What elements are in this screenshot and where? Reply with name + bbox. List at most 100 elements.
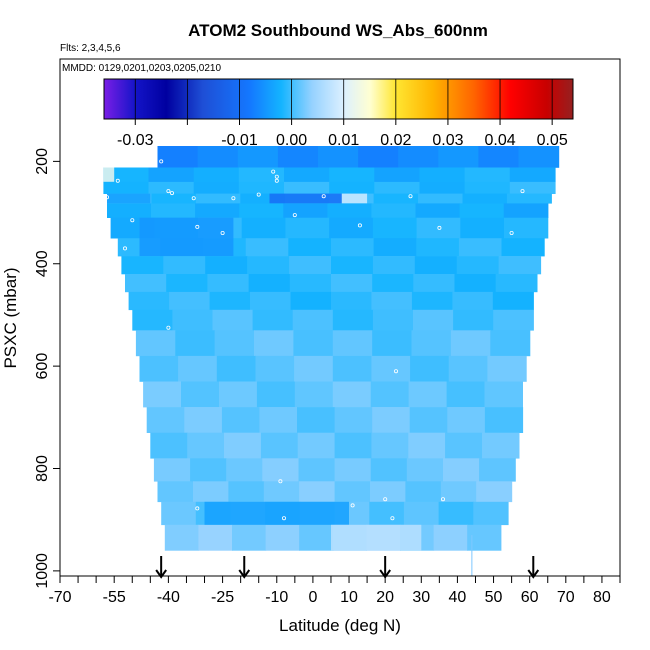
heatmap-cell xyxy=(332,355,373,382)
heatmap-cell xyxy=(297,432,336,459)
heatmap-cell xyxy=(372,407,411,433)
heatmap-cell xyxy=(334,407,373,433)
heatmap-cell xyxy=(228,481,265,503)
heatmap-cell xyxy=(299,524,334,551)
heatmap-cell xyxy=(411,291,453,311)
heatmap-cell xyxy=(370,381,410,408)
heatmap-cell xyxy=(493,309,534,331)
heatmap-cell xyxy=(370,481,406,503)
x-tick-label: -40 xyxy=(157,589,180,606)
heatmap-cell xyxy=(410,355,450,382)
heatmap-cell xyxy=(440,481,477,503)
heatmap-cell xyxy=(329,167,375,183)
heatmap-cell xyxy=(504,217,549,239)
heatmap-cell xyxy=(506,193,552,204)
heatmap-cell xyxy=(403,501,440,526)
heatmap-cell xyxy=(370,458,408,482)
heatmap-cell xyxy=(484,407,524,433)
heatmap-cell xyxy=(166,274,208,293)
heatmap-feature xyxy=(269,193,342,204)
heatmap-cell xyxy=(289,256,332,275)
heatmap-cell xyxy=(190,458,227,482)
heatmap-cell xyxy=(260,432,299,459)
heatmap-cell xyxy=(462,193,508,204)
heatmap-cell xyxy=(193,167,240,183)
x-tick-label: -55 xyxy=(103,589,126,606)
heatmap-cell xyxy=(478,146,520,168)
heatmap-cell xyxy=(209,291,251,311)
heatmap-cell xyxy=(372,309,414,331)
heatmap-cell xyxy=(409,407,448,433)
heatmap-cell xyxy=(288,238,332,257)
heatmap-cell xyxy=(157,146,199,168)
heatmap-cell xyxy=(294,381,334,408)
heatmap-cell xyxy=(372,256,416,275)
colorbar-tick-label: 0.02 xyxy=(380,132,411,149)
heatmap-cell xyxy=(161,501,197,526)
heatmap-cell xyxy=(476,481,513,503)
heatmap-cell xyxy=(238,181,285,194)
heatmap-cell xyxy=(458,238,503,257)
sample-point xyxy=(166,325,171,330)
heatmap-cell xyxy=(284,181,330,194)
heatmap-cell xyxy=(252,309,294,331)
colorbar-tick-label: -0.01 xyxy=(221,132,258,149)
x-axis: -70 -55 -40 -25 -10 0 10 20 30 40 50 60 70 80 xyxy=(48,576,621,606)
heatmap-cell xyxy=(187,432,225,459)
heatmap-cell xyxy=(277,146,319,168)
heatmap-cell xyxy=(285,217,330,239)
heatmap-cell xyxy=(358,146,399,168)
heatmap-cell xyxy=(498,256,542,275)
heatmap-cell xyxy=(289,274,332,293)
heatmap-cell xyxy=(331,291,373,311)
x-tick-label: 60 xyxy=(521,589,539,606)
heatmap-cell xyxy=(492,291,534,311)
sample-point xyxy=(191,196,196,201)
heatmap-cell xyxy=(195,203,240,218)
heatmap-cell xyxy=(372,274,414,293)
heatmap-feature xyxy=(107,193,151,204)
heatmap-cell xyxy=(418,193,463,204)
heatmap-cell xyxy=(416,238,460,257)
heatmap-cell xyxy=(198,524,233,551)
x-axis-label: Latitude (deg N) xyxy=(279,616,401,635)
heatmap-cell xyxy=(374,167,421,183)
sample-point xyxy=(130,218,135,223)
heatmap-cell xyxy=(464,167,511,183)
dates-note: MMDD: 0129,0201,0203,0205,0210 xyxy=(62,63,221,74)
y-axis: 200 400 600 800 1000 xyxy=(34,148,60,589)
sample-point xyxy=(68,188,73,193)
heatmap-cell xyxy=(290,291,332,311)
heatmap-cell xyxy=(172,309,214,331)
colorbar-tick-label: 0.03 xyxy=(432,132,463,149)
heatmap-cell xyxy=(237,146,279,168)
sample-point xyxy=(292,213,297,218)
heatmap-cell xyxy=(139,355,179,382)
heatmap-cell xyxy=(446,381,486,408)
y-tick-label: 800 xyxy=(34,455,51,482)
sample-point xyxy=(520,189,525,194)
heatmap-cell xyxy=(151,203,196,218)
sample-point xyxy=(350,503,355,508)
heatmap-cell xyxy=(411,330,452,357)
heatmap-cell xyxy=(292,309,334,331)
heatmap-cell xyxy=(250,291,292,311)
heatmap-cell xyxy=(482,432,520,459)
heatmap-cell xyxy=(484,381,523,408)
sample-point xyxy=(115,178,120,183)
heatmap-cell xyxy=(518,146,560,168)
heatmap-cell xyxy=(247,256,290,275)
heatmap-cell xyxy=(143,381,182,408)
colorbar-tick-label: 0.04 xyxy=(484,132,515,149)
heatmap-cell xyxy=(121,256,164,275)
flight-arrow-head xyxy=(155,569,167,579)
heatmap-cell xyxy=(373,193,419,204)
heatmap-cell xyxy=(212,309,254,331)
heatmap-cell xyxy=(509,181,556,194)
chart-title: ATOM2 Southbound WS_Abs_600nm xyxy=(188,21,488,40)
x-tick-label: 70 xyxy=(557,589,575,606)
sample-point xyxy=(105,195,110,200)
heatmap-cell xyxy=(490,330,531,357)
heatmap-cell xyxy=(132,309,173,331)
heatmap-cell xyxy=(226,458,263,482)
